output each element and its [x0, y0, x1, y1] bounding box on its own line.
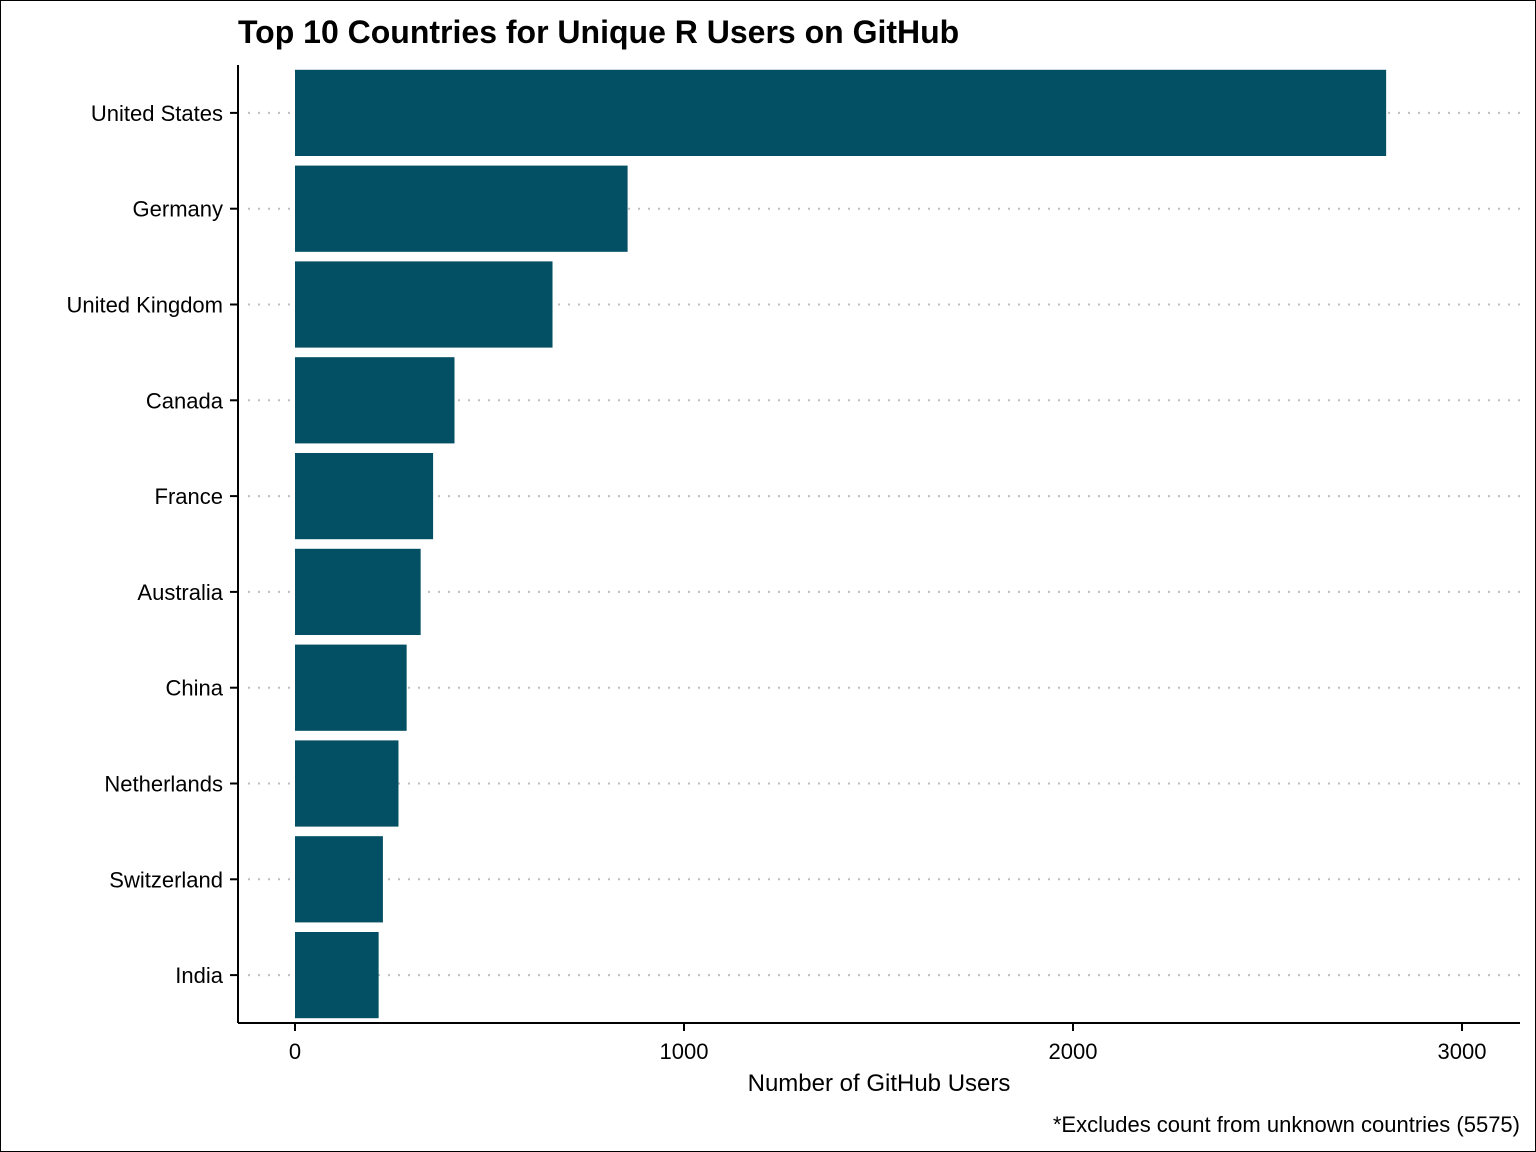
bars: [295, 69, 1387, 1019]
x-tick-label-1000: 1000: [660, 1039, 709, 1064]
bar-china: [295, 644, 407, 731]
category-label-china: China: [166, 676, 224, 701]
bar-australia: [295, 548, 421, 636]
bar-germany: [295, 165, 628, 252]
category-label-germany: Germany: [133, 197, 223, 222]
gridlines: [248, 111, 1520, 977]
bar-france: [295, 452, 434, 540]
category-label-united-states: United States: [91, 101, 223, 126]
category-label-india: India: [175, 963, 223, 988]
category-label-united-kingdom: United Kingdom: [66, 293, 223, 318]
category-label-switzerland: Switzerland: [109, 867, 223, 892]
bar-united-kingdom: [295, 261, 553, 348]
bar-india: [295, 931, 379, 1019]
category-labels: United States Germany United Kingdom Canada…: [66, 101, 238, 988]
category-label-france: France: [155, 484, 223, 509]
x-tick-label-0: 0: [289, 1039, 301, 1064]
x-axis-ticks: 0 1000 2000 3000: [289, 1023, 1487, 1064]
bar-switzerland: [295, 836, 383, 923]
chart-title: Top 10 Countries for Unique R Users on G…: [238, 14, 959, 50]
category-label-netherlands: Netherlands: [104, 772, 223, 797]
category-label-canada: Canada: [146, 388, 224, 413]
x-axis-title: Number of GitHub Users: [748, 1070, 1011, 1097]
bar-netherlands: [295, 740, 399, 827]
bar-canada: [295, 357, 455, 444]
x-tick-label-2000: 2000: [1049, 1039, 1098, 1064]
x-tick-label-3000: 3000: [1438, 1039, 1487, 1064]
category-label-australia: Australia: [137, 580, 223, 605]
bar-united-states: [295, 69, 1387, 157]
chart-caption: *Excludes count from unknown countries (…: [1053, 1112, 1520, 1137]
